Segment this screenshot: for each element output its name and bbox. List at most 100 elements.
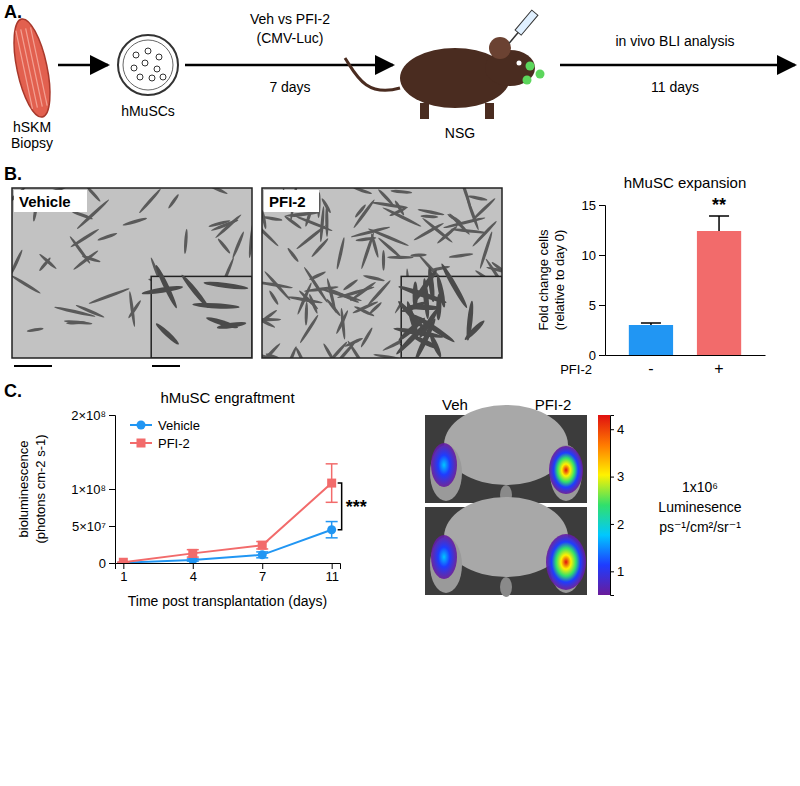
error-bar (256, 542, 268, 549)
cell (122, 217, 147, 227)
signal-blob (431, 443, 457, 487)
tick-label: 0 (589, 348, 596, 363)
cell (12, 249, 24, 276)
tick: 5×10⁷ (72, 519, 115, 534)
syringe (506, 10, 538, 46)
plot-area (117, 464, 337, 563)
cell (138, 188, 162, 214)
colorbar-title: 1x10⁶ (682, 479, 718, 495)
mouse-leg (550, 445, 582, 501)
axis-line (606, 355, 766, 356)
tick-label: 3 (617, 469, 624, 484)
line-chart: hMuSC engraftmentbioluminescence(photons… (16, 389, 367, 609)
cell (167, 193, 180, 209)
y-axis: 051015 (582, 198, 606, 363)
bli-image (425, 405, 587, 505)
cell (471, 220, 497, 247)
cell (421, 217, 453, 244)
tick: 5 (589, 298, 605, 313)
error-cap (326, 463, 338, 465)
image-label: PFI-2 (269, 193, 306, 210)
signal-blob (549, 446, 583, 494)
cell (304, 302, 308, 326)
tick-label: 2×10⁸ (71, 408, 106, 423)
bar-chart: hMuSC expansionFold change cells(relativ… (536, 174, 766, 377)
cell (81, 255, 101, 264)
cell (268, 290, 279, 306)
error-bar (326, 522, 338, 538)
error-bar (187, 550, 199, 557)
dish-rim (123, 40, 173, 90)
tick-label: 7 (259, 569, 266, 584)
image-label: PFI-2 (535, 396, 572, 413)
cell (217, 238, 232, 255)
tick-label: 4 (190, 569, 197, 584)
cell (340, 308, 346, 340)
syringe-barrel (515, 10, 538, 35)
mouse-leg (485, 103, 494, 119)
tick-label: 11 (325, 569, 339, 584)
cell (436, 225, 458, 245)
cell (262, 315, 276, 329)
tick-label: - (648, 360, 653, 377)
cell (294, 346, 306, 358)
cell (360, 232, 375, 269)
cell (295, 224, 327, 250)
cell-dot (526, 62, 535, 71)
step-label: NSG (445, 125, 475, 141)
cell (296, 282, 313, 315)
cell (127, 299, 142, 319)
cell (203, 280, 248, 291)
muscle-icon (7, 16, 57, 120)
tick-mark (599, 255, 605, 256)
figure: A.hSKMBiopsyhMuSCsVeh vs PFI-2(CMV-Luc)7… (0, 0, 800, 786)
cell (310, 237, 329, 258)
cell (85, 188, 101, 203)
mouse-eye (517, 61, 522, 66)
cell (382, 250, 385, 271)
cell (154, 66, 160, 72)
step-label: 11 days (651, 79, 699, 95)
bli-image (425, 497, 587, 597)
axis-title: (relative to day 0) (552, 230, 567, 330)
cell (447, 213, 463, 225)
tick-mark (610, 429, 614, 430)
legend-marker (137, 439, 146, 448)
error-cap (709, 215, 729, 217)
arrow (58, 64, 108, 67)
cell (360, 327, 374, 348)
cell (12, 274, 41, 295)
cell (262, 279, 293, 289)
tick: 2×10⁸ (71, 408, 115, 423)
legend-entry: Vehicle (158, 418, 200, 433)
cell (352, 300, 379, 314)
panel-label: B. (4, 164, 22, 184)
arrow (560, 64, 795, 67)
axis-line (109, 416, 116, 564)
axis-title: (photons cm-2 s-1) (33, 434, 48, 543)
tick-mark (109, 415, 115, 416)
colorbar-title: ps⁻¹/cm²/sr⁻¹ (659, 519, 741, 535)
micrograph: PFI-2 (247, 175, 517, 374)
panel-c: C.VehPFI-212341x10⁶Luminesenceps⁻¹/cm²/s… (4, 381, 742, 597)
cell (141, 284, 183, 296)
cell (183, 229, 188, 254)
cell (368, 227, 410, 247)
cell (467, 195, 487, 202)
cell (214, 213, 242, 239)
cell (156, 54, 162, 60)
cell (88, 287, 130, 305)
error-bar (709, 216, 729, 231)
chart-title: hMuSC engraftment (160, 389, 295, 406)
label-box (14, 190, 87, 212)
cell (128, 291, 136, 327)
cell (396, 299, 425, 330)
syringe-needle (509, 33, 518, 44)
tick-mark (610, 477, 614, 478)
tick-mark (332, 563, 333, 569)
panel-label: A. (4, 2, 22, 22)
marker (327, 525, 336, 534)
tick-label: 5 (589, 298, 596, 313)
cell (320, 197, 332, 213)
cell (97, 232, 118, 242)
